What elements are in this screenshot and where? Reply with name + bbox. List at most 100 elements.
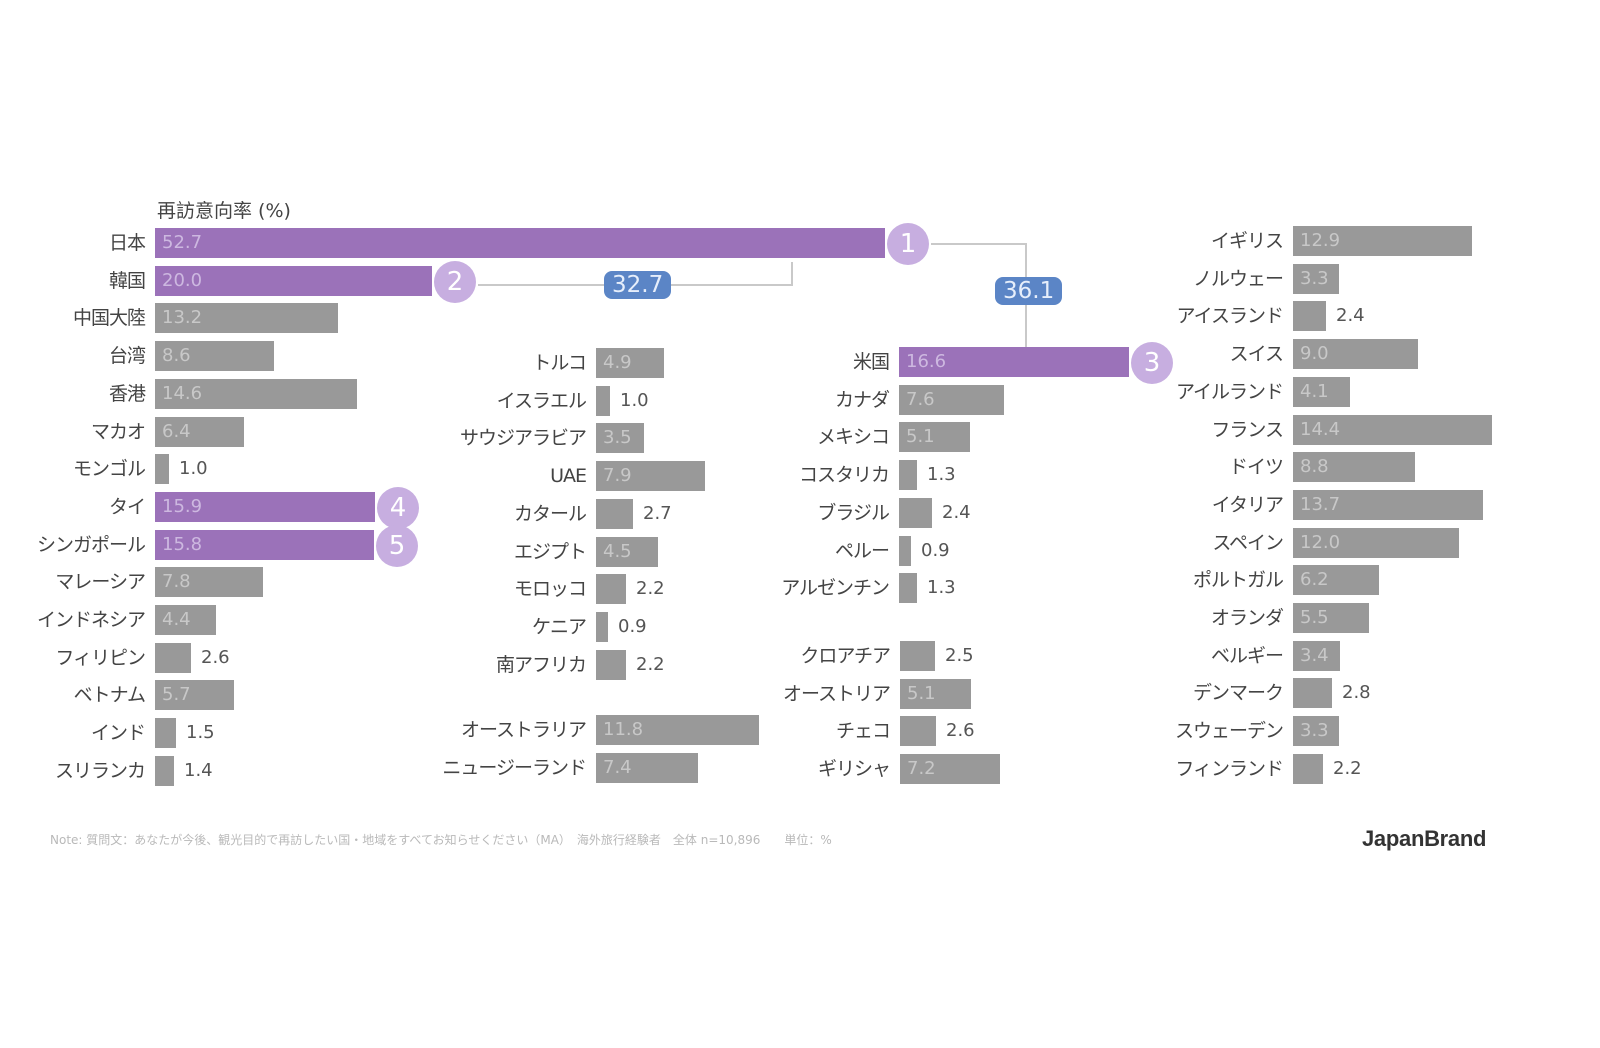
rank-badge: 2 bbox=[434, 261, 476, 303]
value-label: 2.2 bbox=[1333, 758, 1362, 779]
value-label: 7.8 bbox=[162, 571, 191, 592]
value-label: 12.0 bbox=[1300, 532, 1341, 553]
bar: 7.2 bbox=[900, 754, 1000, 784]
bar bbox=[899, 460, 917, 490]
value-label: 5.7 bbox=[162, 684, 191, 705]
category-label: タイ bbox=[108, 496, 146, 518]
bar bbox=[596, 612, 608, 642]
value-label: 11.8 bbox=[603, 719, 644, 740]
value-label: 2.6 bbox=[946, 720, 975, 741]
category-label: イタリア bbox=[1211, 494, 1284, 516]
value-label: 6.4 bbox=[162, 421, 191, 442]
value-label: 6.2 bbox=[1300, 569, 1329, 590]
value-label: 0.9 bbox=[921, 540, 950, 561]
category-label: クロアチア bbox=[800, 645, 891, 667]
value-label: 4.4 bbox=[162, 609, 191, 630]
bar: 3.5 bbox=[596, 423, 644, 453]
bar: 12.0 bbox=[1293, 528, 1459, 558]
highlighted-bar: 15.9 bbox=[155, 492, 375, 522]
bar bbox=[155, 643, 191, 673]
value-label: 2.5 bbox=[945, 645, 974, 666]
value-label: 1.3 bbox=[927, 464, 956, 485]
footnote: Note: 質問文：あなたが今後、観光目的で再訪したい国・地域をすべてお知らせく… bbox=[50, 833, 832, 847]
value-label: 13.2 bbox=[162, 307, 203, 328]
value-label: 52.7 bbox=[162, 232, 203, 253]
value-label: 8.8 bbox=[1300, 456, 1329, 477]
category-label: カナダ bbox=[834, 389, 890, 411]
value-label: 4.5 bbox=[603, 541, 632, 562]
value-label: 16.6 bbox=[906, 351, 947, 372]
bar: 3.3 bbox=[1293, 264, 1339, 294]
value-label: 5.5 bbox=[1300, 607, 1329, 628]
category-label: チェコ bbox=[835, 720, 891, 742]
category-label: スイス bbox=[1229, 343, 1284, 365]
category-label: ベルギー bbox=[1210, 645, 1284, 667]
value-label: 2.6 bbox=[201, 647, 230, 668]
bar bbox=[900, 641, 935, 671]
value-label: 1.0 bbox=[179, 458, 208, 479]
bar: 5.5 bbox=[1293, 603, 1369, 633]
category-label: フランス bbox=[1211, 419, 1284, 441]
bar bbox=[596, 574, 626, 604]
category-label: スペイン bbox=[1212, 532, 1284, 554]
category-label: フィンランド bbox=[1175, 758, 1284, 780]
category-label: シンガポール bbox=[36, 534, 146, 556]
value-label: 13.7 bbox=[1300, 494, 1341, 515]
value-label: 4.9 bbox=[603, 352, 632, 373]
category-label: ペルー bbox=[834, 540, 890, 562]
category-label: ノルウェー bbox=[1192, 268, 1284, 290]
value-label: 8.6 bbox=[162, 345, 191, 366]
highlighted-bar: 20.0 bbox=[155, 266, 432, 296]
category-label: カタール bbox=[513, 503, 587, 525]
category-label: メキシコ bbox=[816, 426, 890, 448]
category-label: フィリピン bbox=[55, 647, 146, 669]
value-label: 2.4 bbox=[1336, 305, 1365, 326]
bar: 14.6 bbox=[155, 379, 357, 409]
category-label: ブラジル bbox=[817, 502, 890, 524]
rank-badge: 1 bbox=[887, 223, 929, 265]
brand-logo: JapanBrand bbox=[1362, 826, 1487, 851]
bar bbox=[1293, 678, 1332, 708]
category-label: ドイツ bbox=[1228, 456, 1284, 478]
category-label: スリランカ bbox=[54, 760, 146, 782]
category-label: インド bbox=[90, 722, 146, 744]
bar bbox=[596, 499, 633, 529]
category-label: ベトナム bbox=[73, 684, 146, 706]
value-label: 12.9 bbox=[1300, 230, 1341, 251]
value-label: 2.2 bbox=[636, 654, 665, 675]
rank-badge: 3 bbox=[1131, 342, 1173, 384]
value-label: 2.4 bbox=[942, 502, 971, 523]
category-label: 米国 bbox=[852, 351, 890, 373]
connector-line-1-2-vertical bbox=[791, 262, 793, 286]
category-label: スウェーデン bbox=[1174, 720, 1284, 742]
bar bbox=[596, 650, 626, 680]
value-label: 4.1 bbox=[1300, 381, 1329, 402]
bar: 14.4 bbox=[1293, 415, 1492, 445]
value-label: 3.3 bbox=[1300, 720, 1329, 741]
bar bbox=[899, 498, 932, 528]
bar: 7.9 bbox=[596, 461, 705, 491]
rank-badge: 5 bbox=[376, 525, 418, 567]
value-label: 15.9 bbox=[162, 496, 203, 517]
axis-title: 再訪意向率 (%) bbox=[157, 200, 291, 222]
value-label: 3.5 bbox=[603, 427, 632, 448]
category-label: アイルランド bbox=[1175, 381, 1284, 403]
value-label: 1.5 bbox=[186, 722, 215, 743]
category-label: マカオ bbox=[90, 421, 146, 443]
category-label: ギリシャ bbox=[817, 758, 891, 780]
category-label: ケニア bbox=[531, 616, 587, 638]
bar bbox=[155, 756, 174, 786]
bar bbox=[596, 386, 610, 416]
bar: 4.9 bbox=[596, 348, 664, 378]
category-label: オーストラリア bbox=[460, 719, 587, 741]
value-label: 9.0 bbox=[1300, 343, 1329, 364]
category-label: デンマーク bbox=[1192, 682, 1284, 704]
bar: 5.7 bbox=[155, 680, 234, 710]
highlighted-bar: 52.7 bbox=[155, 228, 885, 258]
diff-badge-1-2: 32.7 bbox=[604, 271, 672, 299]
category-label: マレーシア bbox=[55, 571, 146, 593]
value-label: 2.7 bbox=[643, 503, 672, 524]
value-label: 20.0 bbox=[162, 270, 203, 291]
bar: 6.2 bbox=[1293, 565, 1379, 595]
category-label: サウジアラビア bbox=[459, 427, 587, 449]
